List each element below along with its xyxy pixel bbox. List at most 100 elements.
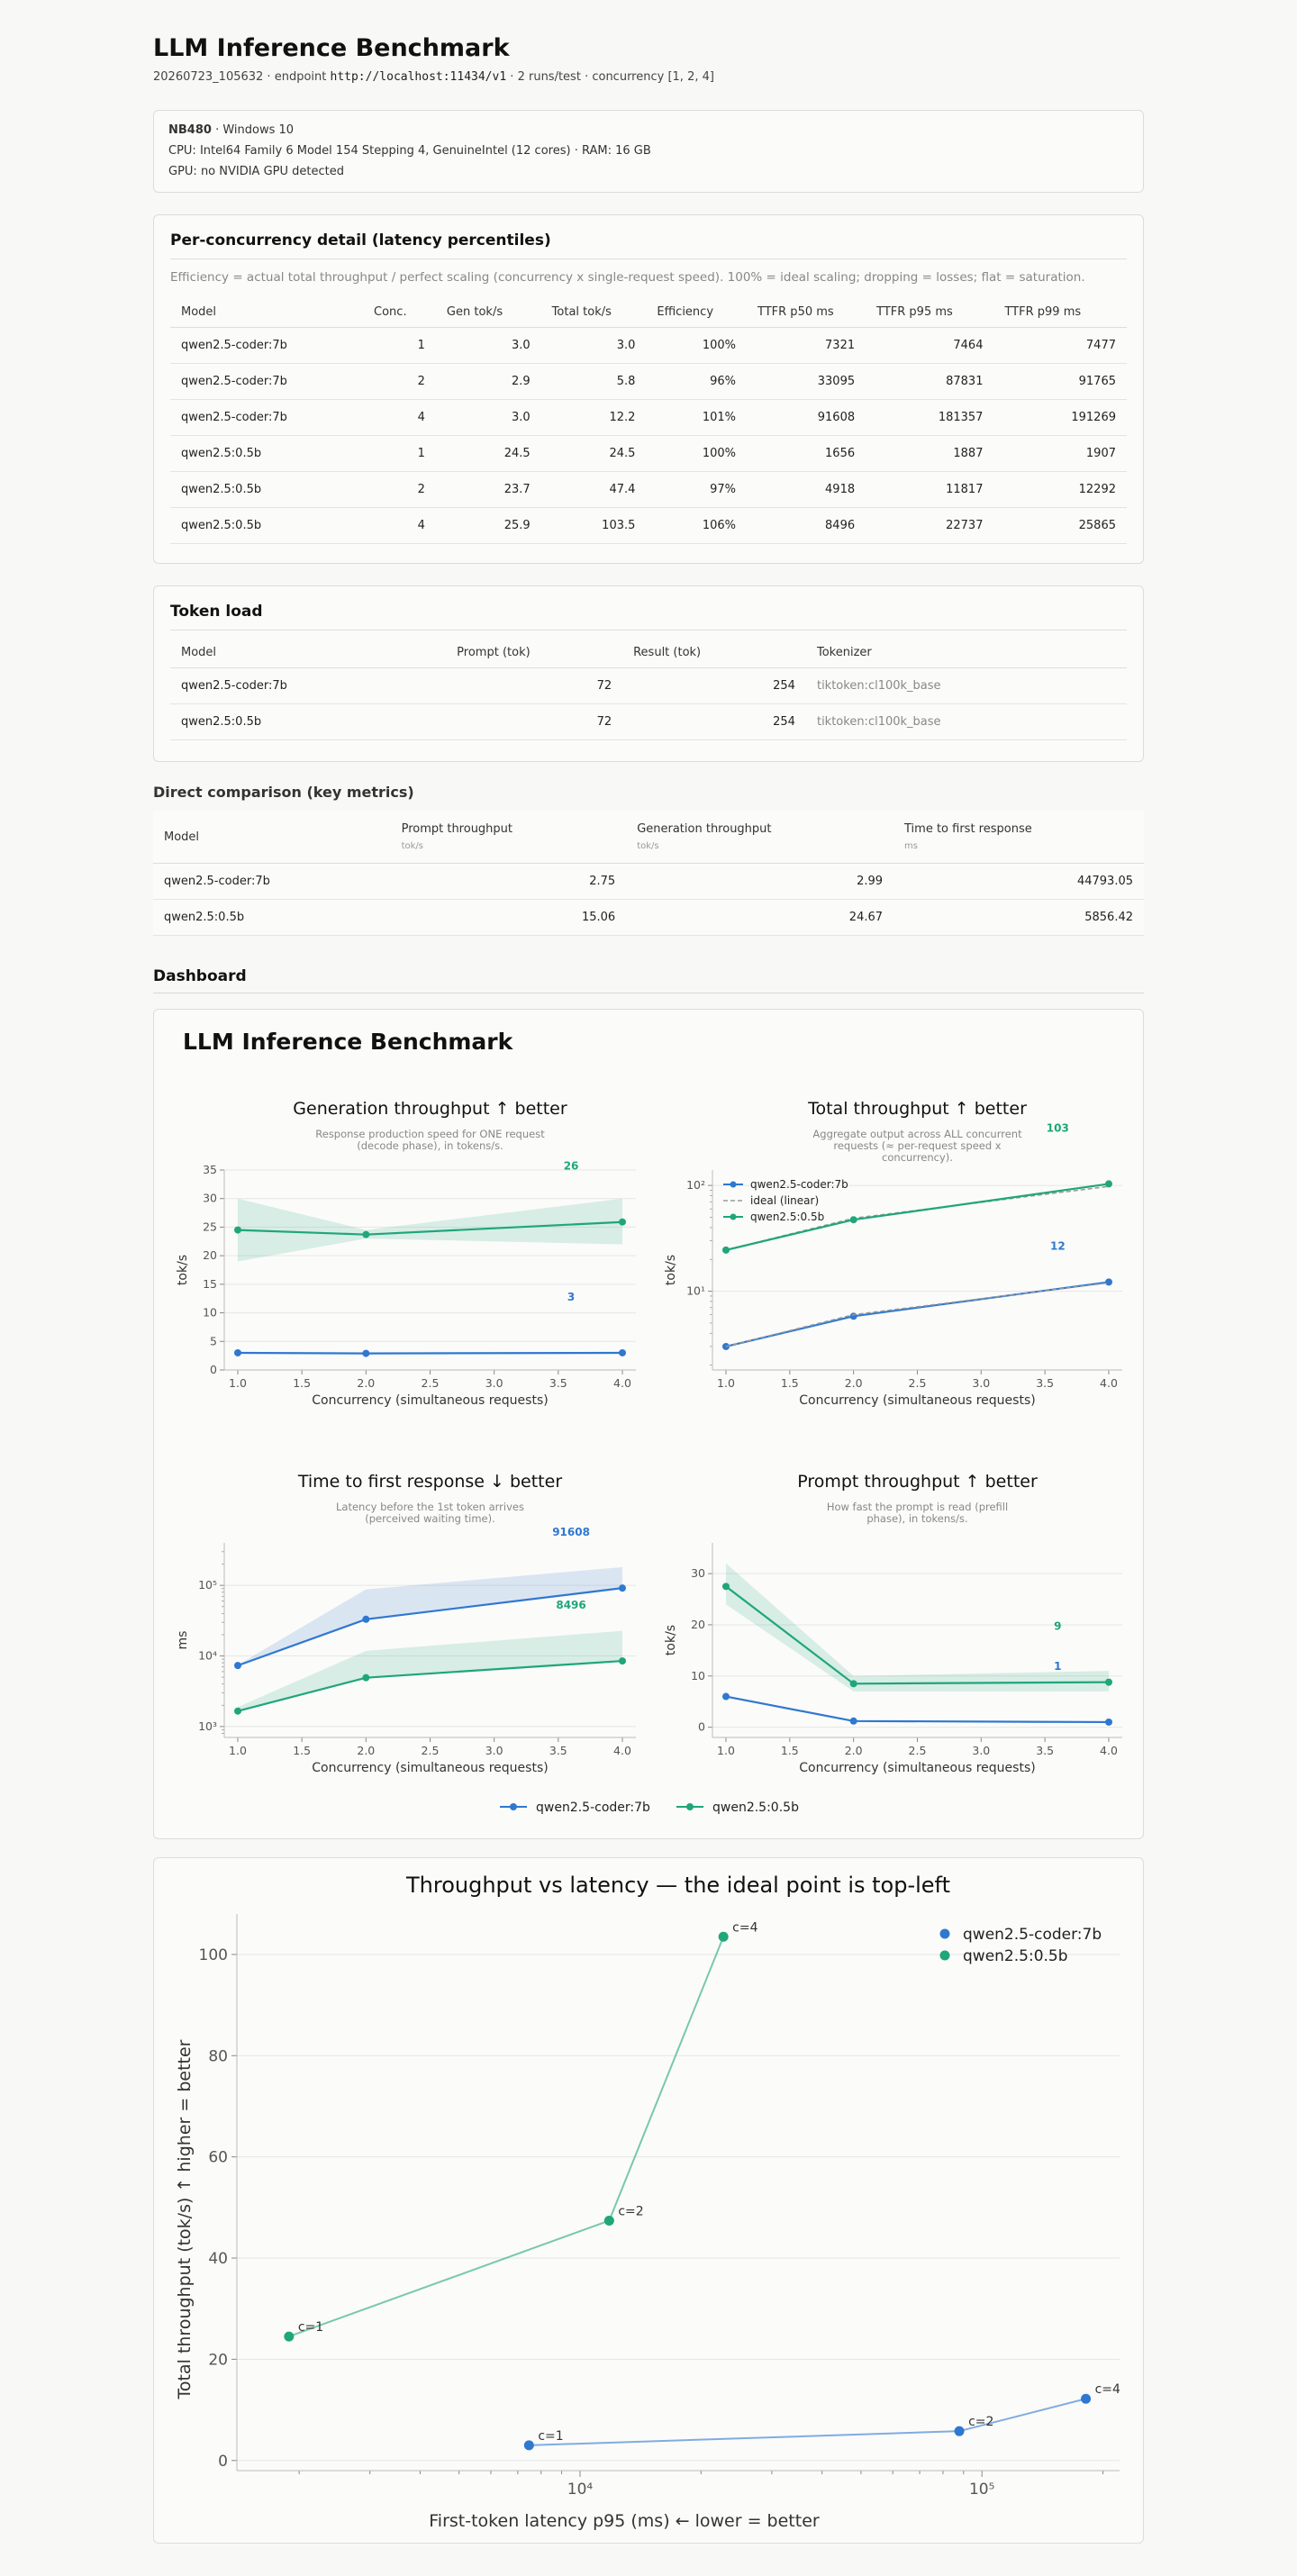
scatter-point [523,2440,534,2451]
y-axis-label: tok/s [664,1625,678,1655]
detail-row: qwen2.5:0.5b 4 25.9 103.5 106% 8496 22737 25865 [170,507,1127,544]
chart-subtitle: phase), in tokens/s. [866,1512,967,1525]
data-label: 9 [1054,1620,1061,1633]
detail-cell: 25865 [993,507,1127,544]
y-tick-label: 100 [199,1946,228,1964]
detail-header-cell: Model [170,296,364,328]
tokens-cell: qwen2.5:0.5b [170,703,447,740]
x-tick-label: 4.0 [1100,1376,1118,1390]
comparison-header-cell: Model [153,811,391,864]
comparison-header-cell: Generation throughput tok/s [626,811,894,864]
comparison-row: qwen2.5-coder:7b 2.75 2.99 44793.05 [153,863,1144,900]
comparison-cell: 2.75 [390,863,627,900]
detail-cell: 12.2 [540,399,647,436]
detail-cell: 96% [646,363,748,400]
data-label: 12 [1050,1239,1066,1252]
data-point [849,1680,857,1688]
detail-cell: 87831 [866,363,994,400]
host-name: NB480 [168,123,212,137]
detail-card: Per-concurrency detail (latency percenti… [153,214,1144,564]
chart-subtitle: How fast the prompt is read (prefill [827,1501,1008,1513]
data-point [619,1218,626,1226]
x-axis-label: First-token latency p95 (ms) ← lower = b… [429,2511,820,2531]
x-tick-label: 10⁵ [969,2481,994,2499]
x-tick-label: 2.5 [422,1744,440,1757]
chart-subtitle: requests (≈ per-request speed x [833,1139,1001,1152]
detail-cell: 2 [363,363,436,400]
x-tick-label: 2.0 [357,1744,375,1757]
legend-marker [730,1181,737,1188]
run-id: 20260723_105632 [153,70,264,84]
detail-header-cell: Total tok/s [540,296,647,328]
detail-cell: 11817 [866,471,994,508]
data-point [1105,1678,1112,1686]
x-tick-label: 3.5 [549,1744,567,1757]
data-point [619,1584,626,1592]
detail-cell: 3.0 [540,327,647,364]
detail-cell: 1 [363,327,436,364]
chart-title: Total throughput ↑ better [807,1099,1027,1119]
x-tick-label: 4.0 [613,1744,631,1757]
tokens-header-cell: Tokenizer [805,637,1127,668]
tokens-header-cell: Prompt (tok) [446,637,623,668]
dashboard-legend-marker [686,1803,694,1810]
token-title: Token load [170,603,263,621]
x-tick-label: 2.5 [909,1744,927,1757]
x-tick-label: 2.5 [422,1376,440,1390]
comparison-header-label: Prompt throughput [401,822,513,836]
comparison-row: qwen2.5:0.5b 15.06 24.67 5856.42 [153,899,1144,936]
gpu-line: GPU: no NVIDIA GPU detected [168,165,344,178]
detail-row: qwen2.5-coder:7b 2 2.9 5.8 96% 33095 87831 9176… [170,363,1127,400]
detail-cell: 91608 [747,399,866,436]
series-band [238,1630,622,1711]
comparison-cell: 44793.05 [893,863,1144,900]
host-line: NB480 · Windows 10 [168,123,295,137]
scatter-line [288,1936,725,2338]
y-tick-label: 80 [208,2047,228,2065]
series-line [237,1351,623,1355]
token-table: Model Prompt (tok) Result (tok) Tokenizer q… [170,637,1127,740]
detail-cell: 24.5 [435,435,541,472]
data-point [722,1246,730,1254]
dashboard-charts: LLM Inference Benchmark Generation throu… [176,1029,1122,1815]
detail-cell: 33095 [747,363,866,400]
x-tick-label: 1.5 [293,1744,311,1757]
x-tick-label: 1.0 [229,1744,247,1757]
y-tick-label: 10³ [198,1719,217,1733]
comparison-table: Model Prompt throughput tok/s Generation th… [153,811,1144,936]
y-tick-label: 0 [698,1720,705,1734]
point-label: c=1 [298,2320,323,2335]
run-info: 20260723_105632 · endpoint http://localh… [153,70,714,84]
x-tick-label: 3.5 [1036,1744,1054,1757]
data-point [849,1717,857,1725]
y-axis-label: tok/s [176,1255,190,1285]
y-tick-label: 60 [208,2149,228,2167]
detail-row: qwen2.5:0.5b 1 24.5 24.5 100% 1656 1887 1907 [170,435,1127,472]
detail-cell: 103.5 [540,507,647,544]
runs-info: 2 runs/test [517,70,581,84]
detail-cell: 97% [646,471,748,508]
detail-cell: 47.4 [540,471,647,508]
comparison-header-unit: tok/s [637,841,659,851]
chart-subtitle: (perceived waiting time). [365,1512,495,1525]
legend-marker [730,1213,737,1220]
data-label: 8496 [556,1599,585,1611]
detail-cell: qwen2.5-coder:7b [170,399,364,436]
x-tick-label: 1.0 [717,1744,735,1757]
dashboard-legend-marker [510,1803,517,1810]
y-tick-label: 5 [210,1334,217,1347]
detail-cell: 181357 [866,399,994,436]
y-tick-label: 0 [210,1363,217,1376]
chart-title: Prompt throughput ↑ better [797,1472,1038,1492]
y-tick-label: 0 [218,2453,228,2471]
detail-cell: 12292 [993,471,1127,508]
chart-subtitle: Aggregate output across ALL concurrent [812,1128,1022,1140]
endpoint-url: http://localhost:11434/v1 [330,70,507,84]
x-axis-label: Concurrency (simultaneous requests) [312,1761,548,1775]
tokens-header-cell: Result (tok) [622,637,806,668]
data-point [722,1583,730,1591]
detail-cell: 7477 [993,327,1127,364]
data-point [722,1692,730,1701]
comparison-body: qwen2.5-coder:7b 2.75 2.99 44793.05 qwen2.5:… [153,863,1144,936]
y-tick-label: 10 [203,1306,217,1320]
